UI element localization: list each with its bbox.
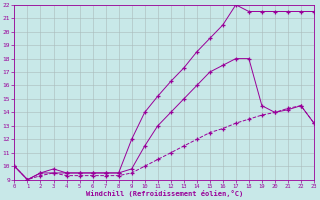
X-axis label: Windchill (Refroidissement éolien,°C): Windchill (Refroidissement éolien,°C) — [85, 190, 243, 197]
